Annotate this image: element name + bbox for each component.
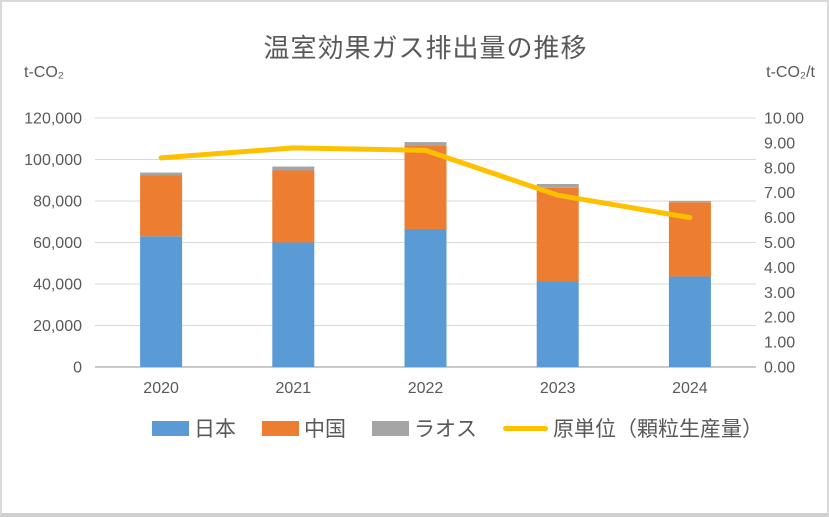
legend-item-label: 日本 (194, 418, 236, 441)
left-axis-tick-label[interactable]: 0 (73, 360, 82, 377)
right-axis-tick-label[interactable]: 7.00 (764, 185, 795, 202)
right-axis-tick-label[interactable]: 6.00 (764, 210, 795, 227)
left-axis-tick-label[interactable]: 80,000 (33, 194, 82, 211)
bar-segment-中国-2020[interactable] (140, 175, 183, 237)
right-axis-tick-label[interactable]: 9.00 (764, 135, 795, 152)
left-axis-tick-label[interactable]: 60,000 (33, 235, 82, 252)
bar-segment-ラオス-2024[interactable] (668, 201, 711, 203)
right-axis-tick-label[interactable]: 10.00 (764, 111, 804, 128)
chart-title[interactable]: 温室効果ガス排出量の推移 (263, 33, 588, 63)
bar-segment-日本-2023[interactable] (536, 281, 579, 367)
x-axis-category-label[interactable]: 2024 (672, 380, 708, 397)
bar-segment-日本-2024[interactable] (668, 276, 711, 367)
legend-item-中国[interactable]: 中国 (262, 413, 346, 443)
right-axis-tick-label[interactable]: 4.00 (764, 260, 795, 277)
bar-segment-日本-2021[interactable] (272, 242, 315, 368)
legend-item-原単位（顆粒生産量）[interactable]: 原単位（顆粒生産量） (503, 413, 763, 443)
legend-item-label: 原単位（顆粒生産量） (553, 418, 763, 441)
bar-segment-ラオス-2020[interactable] (140, 172, 183, 176)
left-axis-tick-label[interactable]: 40,000 (33, 277, 82, 294)
bar-segment-中国-2021[interactable] (272, 170, 315, 243)
legend: 日本 中国 ラオス 原単位（顆粒生産量） (152, 413, 763, 443)
legend-line-marker-icon (503, 425, 548, 431)
right-axis-tick-label[interactable]: 8.00 (764, 160, 795, 177)
bar-segment-中国-2023[interactable] (536, 187, 579, 282)
bar-segment-日本-2020[interactable] (140, 236, 183, 367)
left-axis-tick-label[interactable]: 120,000 (24, 111, 82, 128)
x-axis-category-label[interactable]: 2020 (143, 380, 179, 397)
legend-item-日本[interactable]: 日本 (152, 413, 236, 443)
bar-segment-ラオス-2022[interactable] (404, 142, 447, 147)
legend-swatch-icon (262, 420, 299, 436)
bar-segment-日本-2022[interactable] (404, 229, 447, 367)
bar-segment-中国-2022[interactable] (404, 146, 447, 230)
bar-segment-ラオス-2021[interactable] (272, 166, 315, 171)
right-axis-tick-label[interactable]: 2.00 (764, 310, 795, 327)
right-axis-tick-label[interactable]: 0.00 (764, 360, 795, 377)
left-axis-tick-label[interactable]: 20,000 (33, 318, 82, 335)
legend-item-ラオス[interactable]: ラオス (372, 413, 477, 443)
legend-item-label: 中国 (304, 418, 346, 441)
bar-segment-ラオス-2023[interactable] (536, 183, 579, 188)
legend-item-label: ラオス (414, 418, 477, 441)
x-axis-category-label[interactable]: 2022 (408, 380, 444, 397)
left-axis-unit-label[interactable]: t-CO₂ (24, 64, 64, 81)
x-axis-category-label[interactable]: 2021 (276, 380, 312, 397)
right-axis-tick-label[interactable]: 3.00 (764, 285, 795, 302)
x-axis-category-label[interactable]: 2023 (540, 380, 576, 397)
right-axis-tick-label[interactable]: 5.00 (764, 235, 795, 252)
legend-swatch-icon (152, 420, 189, 436)
right-axis-unit-label[interactable]: t-CO₂/t (766, 64, 815, 81)
right-axis-tick-label[interactable]: 1.00 (764, 335, 795, 352)
legend-swatch-icon (372, 420, 409, 436)
unit-intensity-line[interactable] (158, 145, 693, 221)
left-axis-tick-label[interactable]: 100,000 (24, 152, 82, 169)
